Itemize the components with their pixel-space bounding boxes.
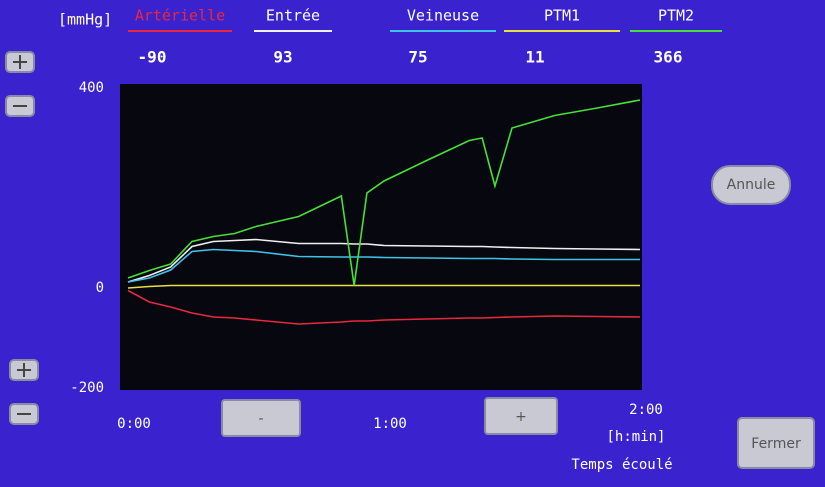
zoom-out-bottom[interactable]	[10, 404, 38, 424]
y-tick-label: 0	[96, 280, 104, 296]
x-tick-label: 1:00	[373, 416, 407, 432]
close-button[interactable]: Fermer	[738, 418, 814, 468]
current-value: 366	[654, 48, 683, 67]
y-tick-label: 400	[79, 80, 104, 96]
x-unit: [h:min]	[606, 429, 665, 445]
legend-label: Entrée	[266, 7, 320, 25]
plot-area	[120, 84, 642, 390]
plus-button[interactable]: +	[485, 398, 557, 434]
button-label: +	[515, 409, 527, 425]
current-value: 75	[408, 48, 427, 67]
legend-label: PTM2	[658, 7, 694, 25]
current-value: 11	[525, 48, 544, 67]
legend-label: Veineuse	[407, 7, 479, 25]
minus-button[interactable]: -	[222, 400, 300, 436]
y-tick-label: -200	[70, 380, 104, 396]
current-value: 93	[273, 48, 292, 67]
x-tick-label: 2:00	[629, 402, 663, 418]
button-label: Fermer	[751, 436, 801, 452]
button-label: -	[258, 411, 263, 427]
x-label: Temps écoulé	[571, 457, 672, 473]
zoom-in-bottom[interactable]	[10, 360, 38, 380]
screen: [mmHg] - + Annule Fermer [h:min] Temps é…	[0, 0, 825, 487]
legend-label: Artérielle	[135, 7, 225, 25]
legend-label: PTM1	[544, 7, 580, 25]
page: {"chart_data": { "type": "line", "y_unit…	[0, 0, 825, 487]
zoom-out-top[interactable]	[6, 96, 34, 116]
y-unit: [mmHg]	[58, 11, 112, 29]
x-tick-label: 0:00	[117, 416, 151, 432]
zoom-in-top[interactable]	[6, 52, 34, 72]
button-label: Annule	[727, 177, 776, 193]
current-value: -90	[138, 48, 167, 67]
cancel-button[interactable]: Annule	[712, 166, 790, 204]
